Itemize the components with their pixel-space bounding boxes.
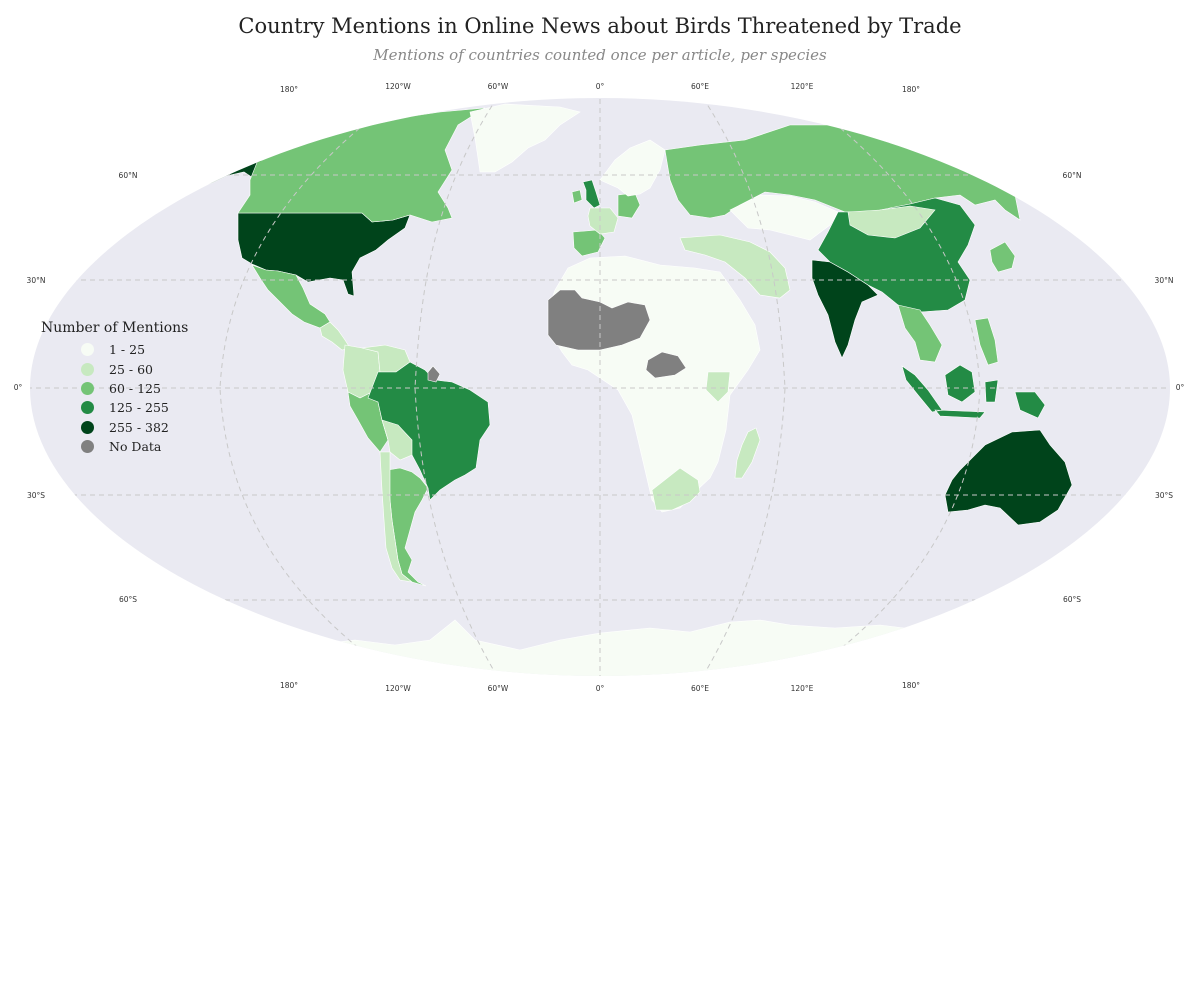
lat-label-60s-left: 60°S bbox=[119, 595, 137, 604]
legend-item: 1 - 25 bbox=[41, 340, 188, 359]
region-madagascar bbox=[734, 427, 761, 479]
region-sahel bbox=[547, 289, 651, 351]
legend-label: 1 - 25 bbox=[109, 342, 146, 358]
lon-label-180-top: 180° bbox=[280, 85, 298, 94]
lat-label-30n-right: 30°N bbox=[1155, 276, 1174, 285]
legend-title: Number of Mentions bbox=[41, 320, 189, 336]
gridline-60w bbox=[414, 98, 498, 676]
legend-swatch bbox=[81, 440, 94, 454]
region-ireland bbox=[571, 189, 583, 204]
legend-swatch bbox=[81, 381, 94, 395]
region-southeast-asia bbox=[897, 304, 943, 363]
legend-label: 25 - 60 bbox=[109, 361, 153, 377]
lat-label-30s-left: 30°S bbox=[27, 491, 45, 500]
lon-label-0-bottom: 0° bbox=[596, 684, 605, 693]
legend-label: 255 - 382 bbox=[109, 419, 169, 435]
gridline-120e bbox=[804, 99, 981, 676]
lon-label-120w-bottom: 120°W bbox=[385, 684, 411, 693]
legend-label: No Data bbox=[109, 439, 162, 455]
lon-label-120e-top: 120°E bbox=[791, 82, 814, 91]
region-kenya bbox=[705, 371, 731, 403]
region-french-guiana bbox=[427, 365, 441, 383]
map-title: Country Mentions in Online News about Bi… bbox=[238, 14, 962, 38]
lon-label-180-bottom-right: 180° bbox=[902, 681, 920, 690]
legend-item: 125 - 255 bbox=[41, 398, 188, 417]
legend: Number of Mentions 1 - 25 25 - 60 60 - 1… bbox=[41, 320, 188, 456]
lat-label-60n-right: 60°N bbox=[1063, 171, 1082, 180]
lat-label-equator-right: 0° bbox=[1176, 383, 1185, 392]
legend-swatch bbox=[81, 343, 94, 357]
legend-swatch bbox=[81, 420, 94, 434]
lat-label-60n-left: 60°N bbox=[119, 171, 138, 180]
lon-label-60w-top: 60°W bbox=[488, 82, 509, 91]
gridline-120w bbox=[219, 99, 396, 676]
region-france bbox=[587, 207, 619, 235]
legend-item: 255 - 382 bbox=[41, 418, 188, 437]
lat-label-60s-right: 60°S bbox=[1063, 595, 1081, 604]
region-greenland bbox=[469, 103, 581, 173]
region-chile bbox=[379, 451, 414, 583]
lon-label-120w-top: 120°W bbox=[385, 82, 411, 91]
legend-swatch bbox=[81, 362, 94, 376]
legend-swatch bbox=[81, 401, 94, 415]
lon-label-180-bottom: 180° bbox=[280, 681, 298, 690]
lon-label-120e-bottom: 120°E bbox=[791, 684, 814, 693]
lon-label-180-top-right: 180° bbox=[902, 85, 920, 94]
legend-label: 60 - 125 bbox=[109, 380, 161, 396]
lon-label-60w-bottom: 60°W bbox=[488, 684, 509, 693]
region-mongolia bbox=[847, 205, 936, 239]
lon-label-0-top: 0° bbox=[596, 82, 605, 91]
region-scandinavia bbox=[599, 139, 666, 197]
region-united-kingdom bbox=[582, 179, 601, 209]
lon-label-60e-bottom: 60°E bbox=[691, 684, 709, 693]
legend-item: 25 - 60 bbox=[41, 359, 188, 378]
region-middle-east bbox=[679, 234, 791, 299]
map-subtitle: Mentions of countries counted once per a… bbox=[373, 46, 827, 64]
lat-label-30s-right: 30°S bbox=[1155, 491, 1173, 500]
region-indonesia bbox=[901, 364, 1046, 419]
legend-item: 60 - 125 bbox=[41, 379, 188, 398]
region-australia bbox=[944, 429, 1073, 526]
region-bolivia bbox=[381, 419, 413, 461]
legend-item: No Data bbox=[41, 437, 188, 456]
region-south-sudan bbox=[645, 351, 687, 379]
region-south-africa bbox=[651, 467, 701, 511]
lat-label-equator-left: 0° bbox=[14, 383, 23, 392]
lat-label-30n-left: 30°N bbox=[27, 276, 46, 285]
legend-label: 125 - 255 bbox=[109, 400, 169, 416]
region-japan bbox=[989, 241, 1016, 273]
gridline-60e bbox=[702, 98, 786, 676]
lon-label-60e-top: 60°E bbox=[691, 82, 709, 91]
region-philippines bbox=[974, 317, 999, 366]
